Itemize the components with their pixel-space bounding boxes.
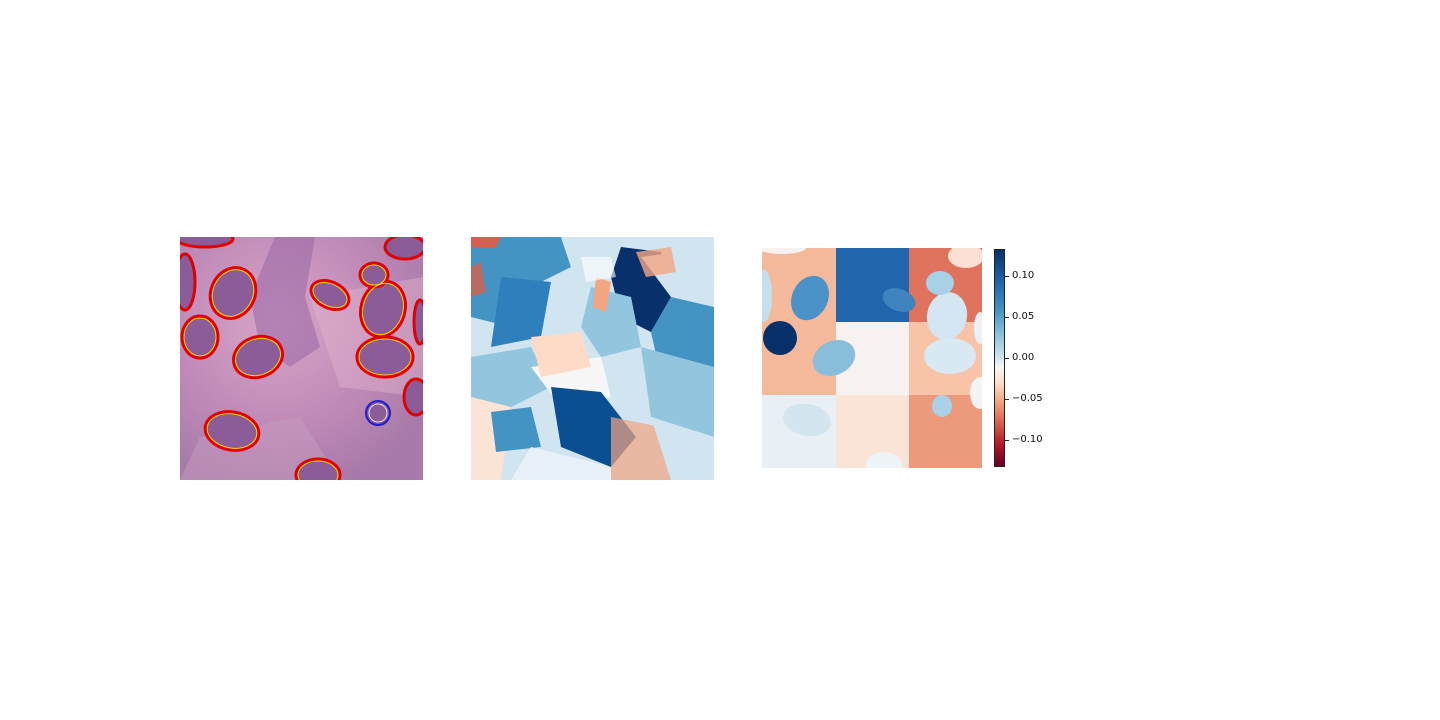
nucleus-region	[783, 403, 831, 437]
nucleus-region	[812, 340, 856, 376]
nucleus-region	[932, 395, 952, 417]
colorbar-tick	[1005, 358, 1009, 359]
nuclei-contours	[180, 237, 423, 480]
colorbar	[994, 249, 1005, 467]
nucleus-contour	[180, 237, 235, 249]
nucleus-region	[926, 271, 954, 295]
attribution-regions	[471, 237, 714, 480]
nucleus-contour	[208, 266, 258, 320]
nucleus-region	[974, 312, 982, 344]
selected-nucleus-contour	[365, 400, 391, 426]
colorbar-tick-label: −0.10	[1012, 434, 1043, 445]
nucleus-region	[791, 275, 829, 321]
attribution-map-panel	[471, 237, 714, 480]
colorbar-tick-label: −0.05	[1012, 393, 1043, 404]
nucleus-contour	[180, 252, 197, 312]
nucleus-contour	[294, 457, 342, 480]
nucleus-region	[970, 377, 982, 409]
nucleus-region	[948, 248, 982, 268]
colorbar-tick	[1005, 399, 1009, 400]
nucleus-contour	[402, 377, 423, 417]
nucleus-region	[924, 338, 976, 374]
colorbar-tick-label: 0.05	[1012, 311, 1035, 322]
nuclei-overlay	[762, 248, 982, 468]
nucleus-contour	[180, 314, 220, 360]
nucleus-region	[882, 288, 916, 312]
nucleus-contour	[383, 237, 423, 261]
nucleus-contour	[203, 410, 261, 452]
colorbar-tick	[1005, 276, 1009, 277]
nucleus-contour	[359, 279, 407, 339]
nucleus-region	[763, 321, 797, 355]
nucleus-region	[762, 270, 772, 322]
colorbar-tick-label: 0.00	[1012, 352, 1035, 363]
nucleus-contour	[355, 335, 415, 379]
colorbar-tick-label: 0.10	[1012, 270, 1035, 281]
nucleus-contour	[412, 298, 423, 346]
grid-attribution-panel	[762, 248, 982, 468]
nucleus-region	[866, 452, 902, 468]
nucleus-region	[762, 248, 806, 254]
tissue-stroma-dark	[250, 237, 320, 367]
nucleus-contour	[358, 261, 390, 289]
colorbar-tick	[1005, 317, 1009, 318]
colorbar-tick	[1005, 440, 1009, 441]
nucleus-contour	[232, 334, 284, 380]
nucleus-region	[926, 292, 968, 340]
histology-image-panel	[180, 237, 423, 480]
